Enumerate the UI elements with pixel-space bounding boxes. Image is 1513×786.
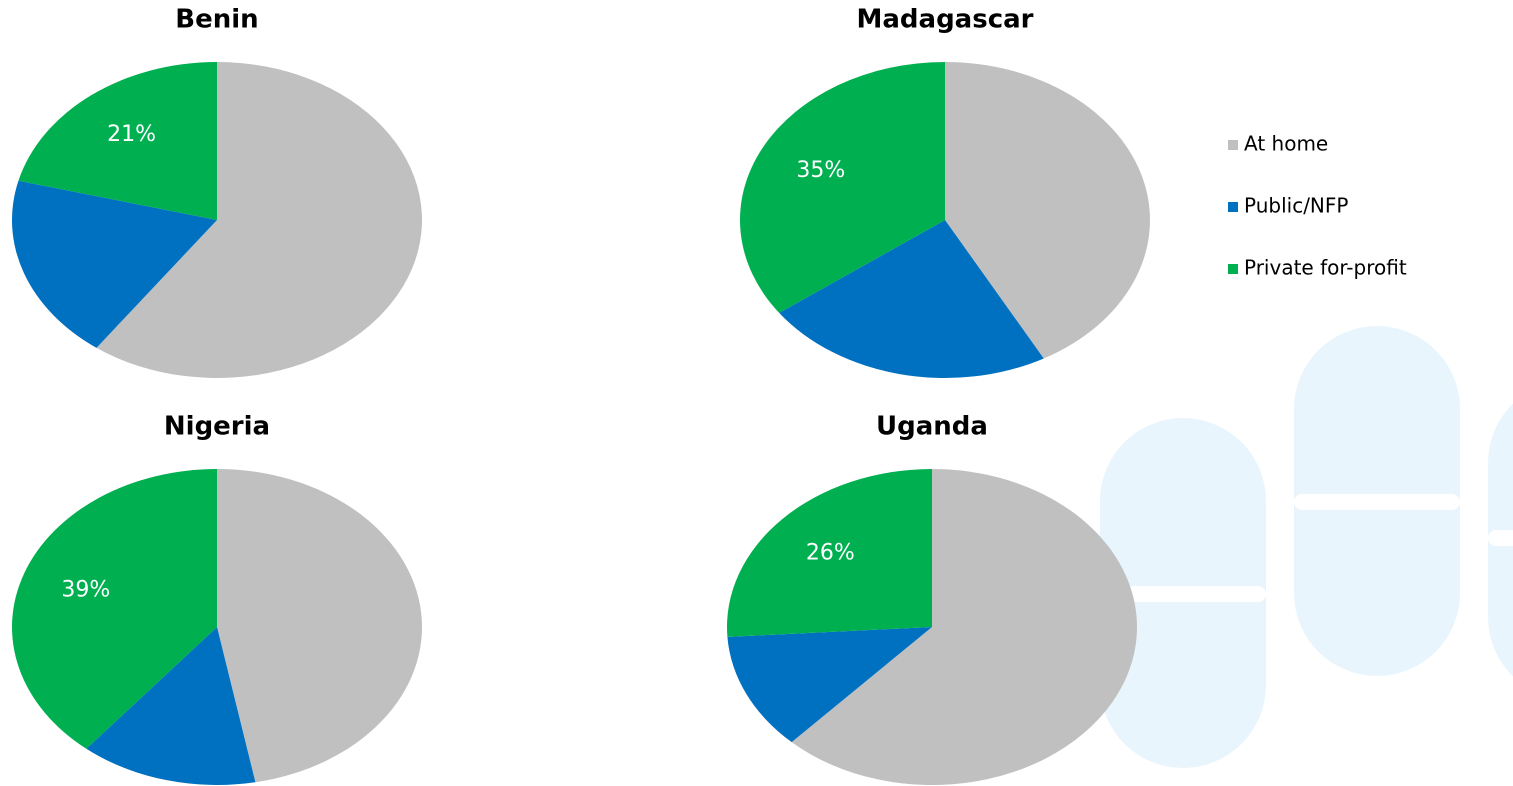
chart-title: Madagascar xyxy=(857,5,1034,35)
pie-slice xyxy=(945,62,1150,359)
data-label: 21% xyxy=(107,122,156,147)
data-label: 39% xyxy=(61,578,110,603)
pie-slice xyxy=(727,469,932,637)
pie-slice xyxy=(791,469,1138,785)
pie-slice xyxy=(217,469,423,783)
pie-slice xyxy=(779,220,1044,378)
chart-title: Benin xyxy=(175,5,258,35)
pie-slice xyxy=(11,469,217,749)
pie-slice xyxy=(727,627,932,743)
legend-label: Private for-profit xyxy=(1244,256,1407,280)
chart-title: Uganda xyxy=(876,412,988,442)
legend-swatch xyxy=(1228,264,1238,274)
pie-slice xyxy=(12,180,218,348)
data-label: 26% xyxy=(806,540,855,565)
pie-slice xyxy=(18,62,217,220)
legend-swatch xyxy=(1228,202,1238,212)
pie-slice xyxy=(86,627,256,786)
chart-title: Nigeria xyxy=(164,412,270,442)
pie-slice xyxy=(740,62,945,313)
pie-slice xyxy=(96,62,423,378)
background-decoration xyxy=(1100,326,1513,768)
data-label: 35% xyxy=(796,158,845,183)
legend-label: Public/NFP xyxy=(1244,194,1348,218)
legend-swatch xyxy=(1228,140,1238,150)
legend-label: At home xyxy=(1244,132,1328,156)
